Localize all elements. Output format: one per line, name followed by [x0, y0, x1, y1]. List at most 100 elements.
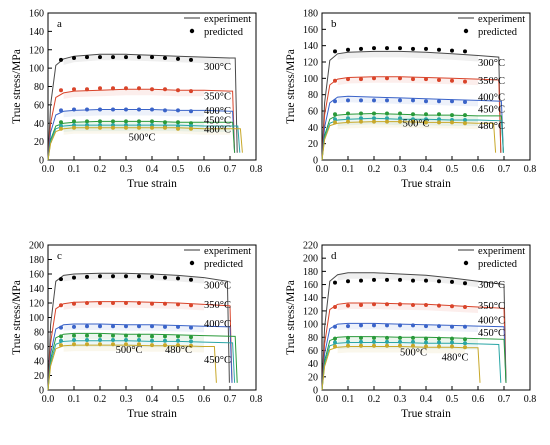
- predicted-point: [385, 119, 389, 124]
- predicted-point: [137, 86, 141, 91]
- predicted-point: [150, 107, 154, 112]
- predicted-point: [59, 325, 63, 330]
- series-band: [337, 96, 478, 107]
- predicted-point: [398, 76, 402, 81]
- series-band: [337, 272, 478, 288]
- predicted-point: [137, 107, 141, 112]
- x-tick-label: 0.0: [316, 394, 329, 405]
- predicted-point: [124, 119, 128, 124]
- x-tick-label: 0.1: [68, 394, 81, 405]
- predicted-point: [450, 336, 454, 341]
- predicted-point: [189, 277, 193, 282]
- predicted-point: [385, 335, 389, 340]
- predicted-point: [137, 55, 141, 60]
- y-axis-label: True stress/MPa: [285, 280, 297, 355]
- predicted-point: [333, 117, 337, 122]
- predicted-point: [137, 333, 141, 338]
- x-tick-label: 0.5: [172, 164, 185, 175]
- series-500°C: [47, 342, 217, 391]
- temperature-label: 300°C: [478, 280, 505, 291]
- x-tick-label: 0.7: [224, 164, 237, 175]
- predicted-point: [150, 343, 154, 348]
- predicted-point: [346, 116, 350, 121]
- legend: experiment predicted: [458, 246, 525, 270]
- legend-entry: predicted: [204, 27, 244, 38]
- x-tick-label: 0.0: [42, 164, 55, 175]
- predicted-point: [176, 338, 180, 343]
- predicted-point: [385, 339, 389, 344]
- predicted-point: [59, 277, 63, 282]
- experiment-line: [321, 95, 504, 161]
- legend: experiment predicted: [184, 246, 251, 270]
- predicted-point: [411, 98, 415, 103]
- predicted-point: [437, 344, 441, 349]
- x-tick-label: 0.6: [198, 164, 211, 175]
- series-400°C: [47, 107, 236, 161]
- predicted-point: [72, 275, 76, 280]
- predicted-point: [463, 49, 467, 54]
- predicted-point: [176, 108, 180, 113]
- predicted-point: [163, 275, 167, 280]
- chart-panel-b: 0.0 0.1 0.2 0.3 0.4 0.5 0.6 0.7 0.8 0 20 40 60 80 100 1…: [285, 9, 536, 191]
- predicted-point: [72, 333, 76, 338]
- predicted-point: [85, 342, 89, 347]
- predicted-point: [437, 336, 441, 341]
- predicted-point: [111, 338, 115, 342]
- y-tick-label: 80: [34, 328, 44, 339]
- predicted-point: [372, 119, 376, 124]
- predicted-point: [346, 111, 350, 116]
- temperature-label: 500°C: [116, 345, 143, 356]
- x-axis-label: True strain: [127, 408, 177, 420]
- y-tick-label: 180: [303, 267, 318, 278]
- predicted-point: [437, 303, 441, 308]
- x-tick-label: 0.6: [472, 394, 485, 405]
- y-tick-label: 180: [29, 255, 44, 266]
- predicted-point: [98, 86, 102, 91]
- temperature-label: 350°C: [478, 301, 505, 312]
- experiment-line: [47, 272, 230, 391]
- predicted-point: [450, 99, 454, 104]
- predicted-point: [437, 78, 441, 82]
- predicted-point: [98, 324, 102, 329]
- y-tick-label: 20: [308, 139, 318, 150]
- predicted-point: [98, 333, 102, 338]
- y-tick-label: 0: [313, 386, 318, 397]
- predicted-point: [85, 338, 89, 342]
- series-band: [337, 51, 478, 62]
- predicted-point: [437, 47, 441, 52]
- temperature-label: 450°C: [478, 328, 505, 339]
- y-tick-label: 80: [34, 82, 44, 93]
- predicted-point: [411, 303, 415, 307]
- legend-dot-icon: [463, 260, 469, 266]
- predicted-point: [424, 344, 428, 349]
- predicted-point: [59, 334, 63, 339]
- predicted-point: [150, 125, 154, 130]
- series-500°C: [321, 343, 481, 391]
- y-tick-label: 80: [308, 333, 318, 344]
- y-tick-label: 100: [303, 320, 318, 331]
- y-tick-label: 20: [308, 372, 318, 383]
- series-band: [63, 109, 204, 118]
- series-band: [337, 303, 478, 313]
- y-tick-label: 0: [39, 386, 44, 397]
- predicted-point: [463, 337, 467, 342]
- x-tick-label: 0.2: [94, 164, 107, 175]
- predicted-point: [176, 56, 180, 61]
- predicted-point: [85, 324, 89, 329]
- y-tick-label: 40: [34, 119, 44, 130]
- predicted-point: [150, 55, 154, 60]
- y-tick-label: 120: [303, 58, 318, 69]
- series-350°C: [47, 86, 236, 161]
- predicted-point: [137, 125, 141, 130]
- predicted-point: [111, 86, 115, 91]
- legend-entry: experiment: [478, 246, 525, 257]
- predicted-point: [372, 76, 376, 81]
- predicted-point: [372, 323, 376, 328]
- predicted-point: [398, 46, 402, 51]
- experiment-line: [321, 272, 507, 391]
- predicted-point: [98, 107, 102, 112]
- predicted-point: [398, 343, 402, 348]
- predicted-point: [385, 111, 389, 116]
- chart-panel-a: 0.0 0.1 0.2 0.3 0.4 0.5 0.6 0.7 0.8 0 20 40 60 80 100 1…: [11, 9, 262, 191]
